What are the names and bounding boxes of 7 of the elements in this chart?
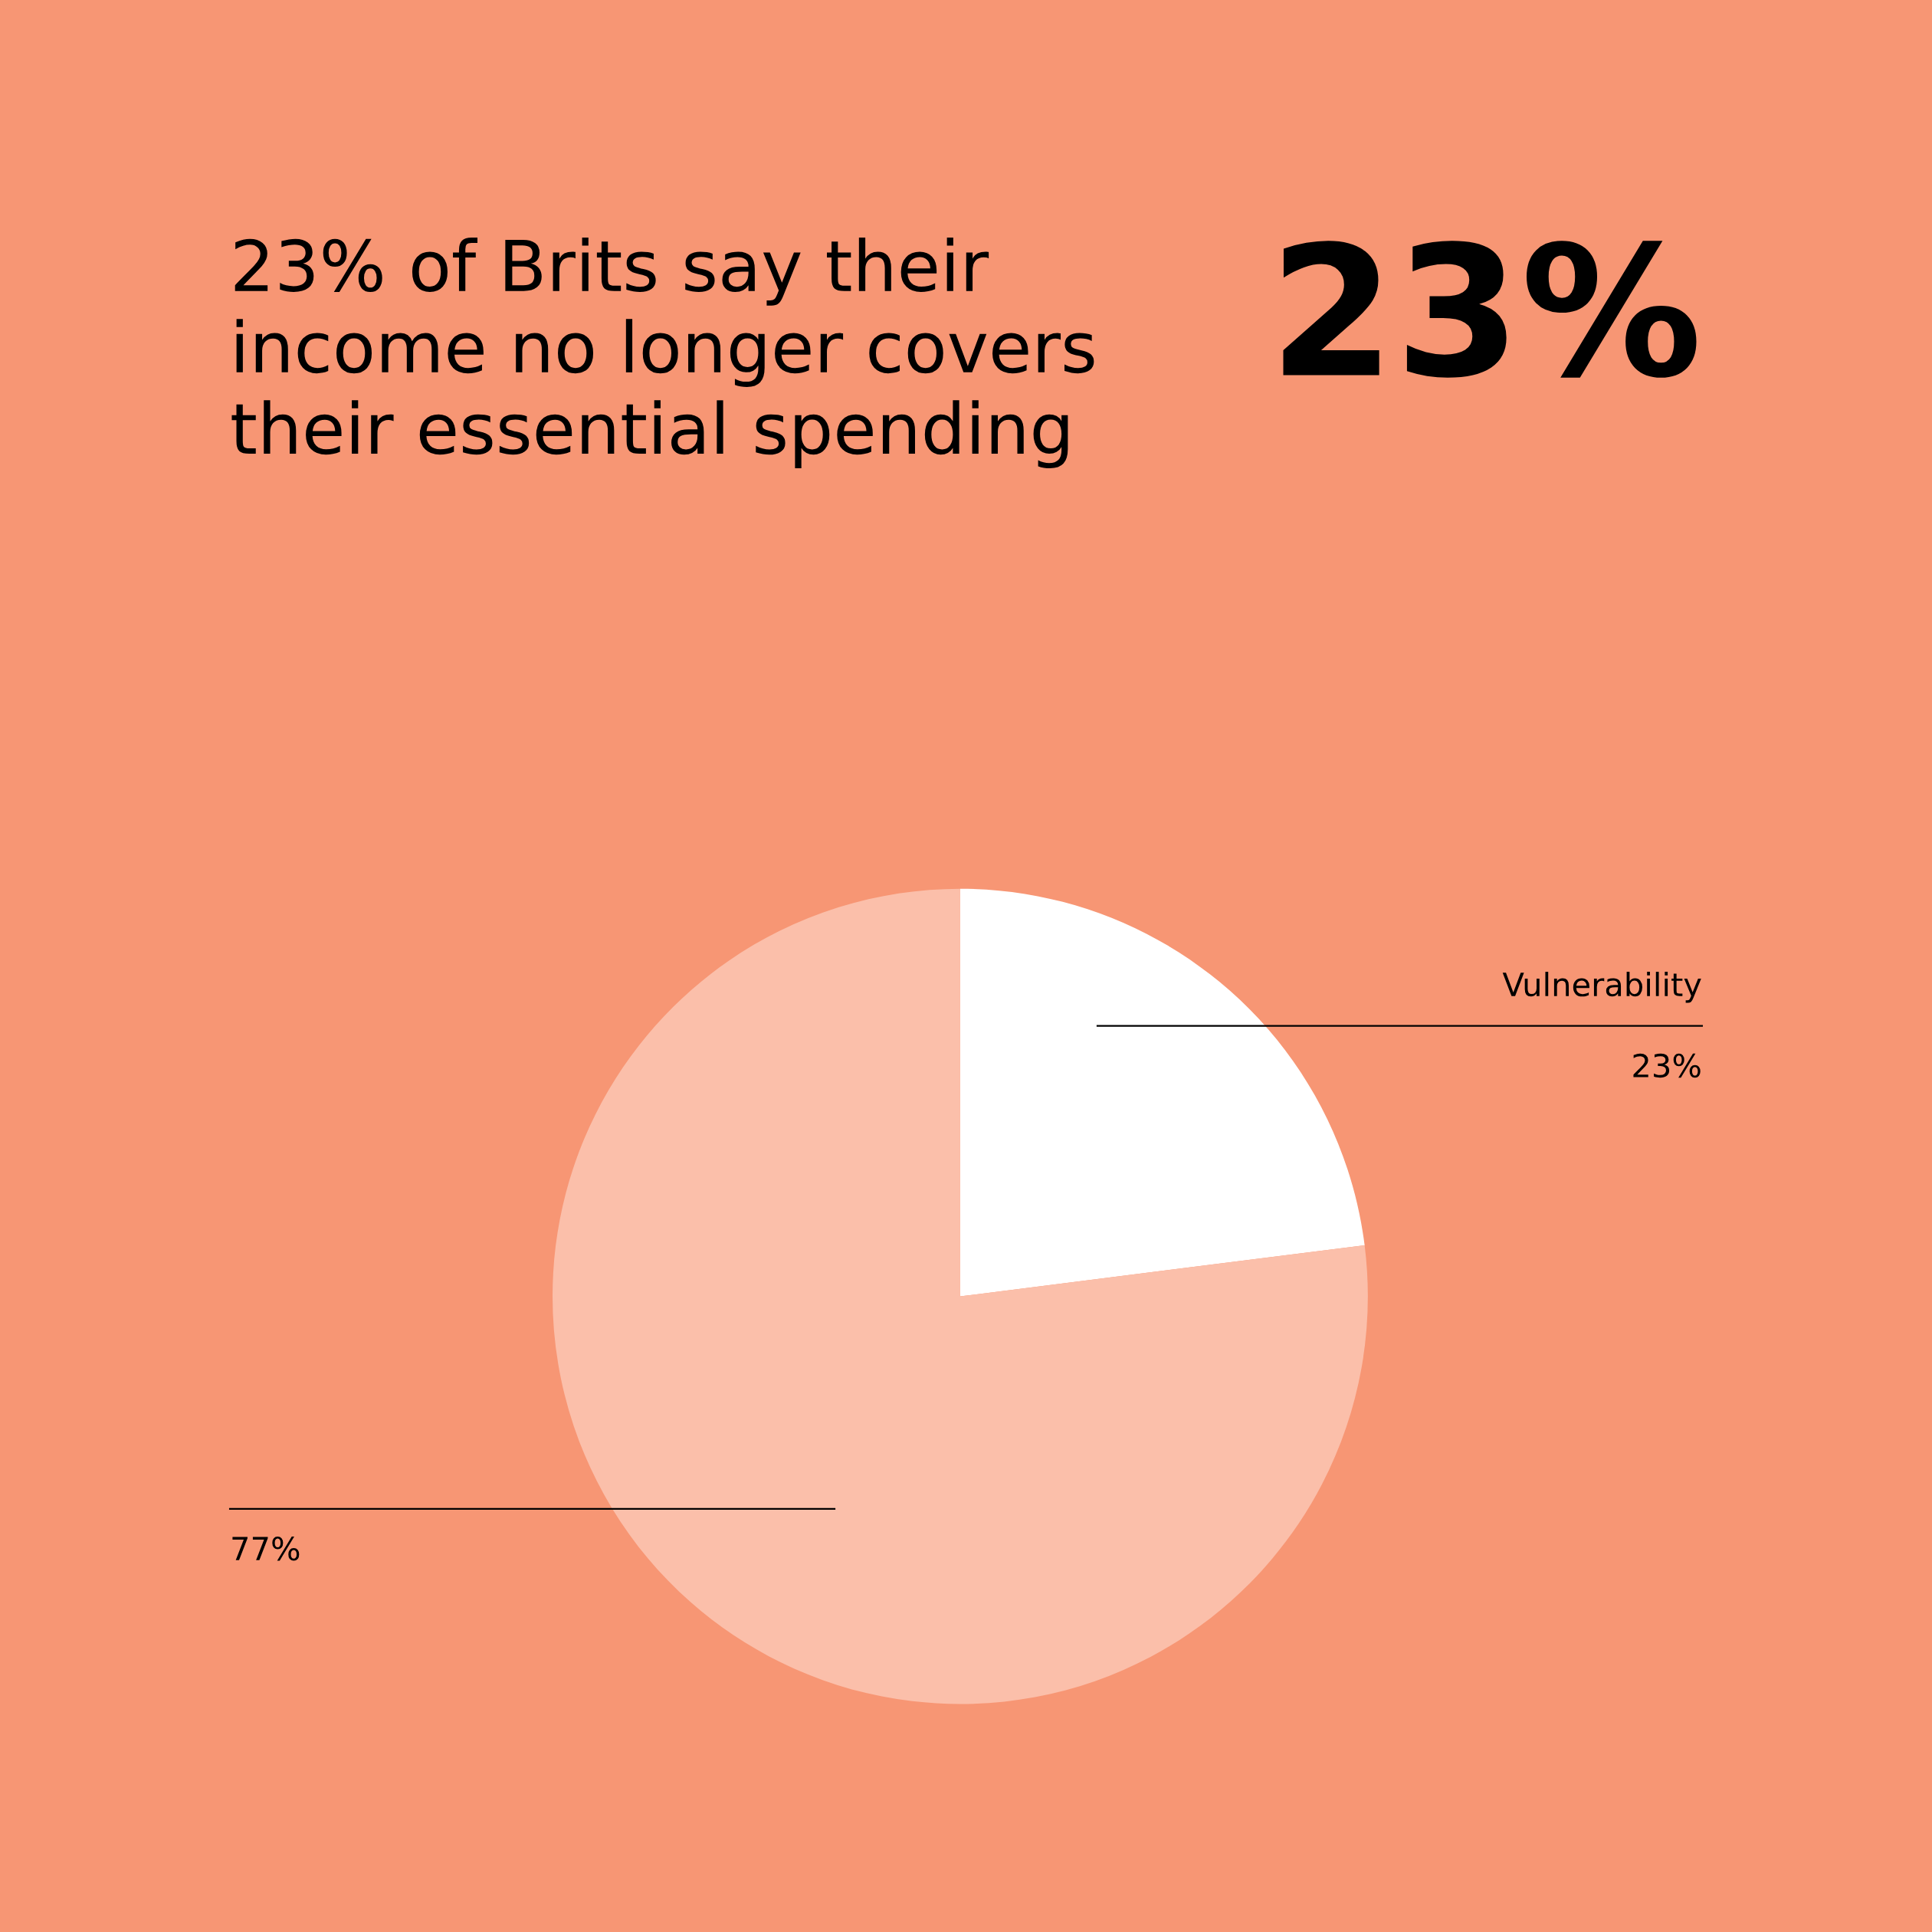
text: 23% [1283, 241, 1697, 378]
pie-slice [959, 888, 1365, 1297]
data-label: 77% [232, 1536, 300, 1561]
pie-slice [553, 888, 1368, 1704]
data-label: 23% [1633, 1053, 1701, 1078]
slice-label: Vulnerability [1502, 972, 1701, 1003]
chart-title: 23% of Brits say their income no longer covers their essential spending [231, 238, 1094, 469]
